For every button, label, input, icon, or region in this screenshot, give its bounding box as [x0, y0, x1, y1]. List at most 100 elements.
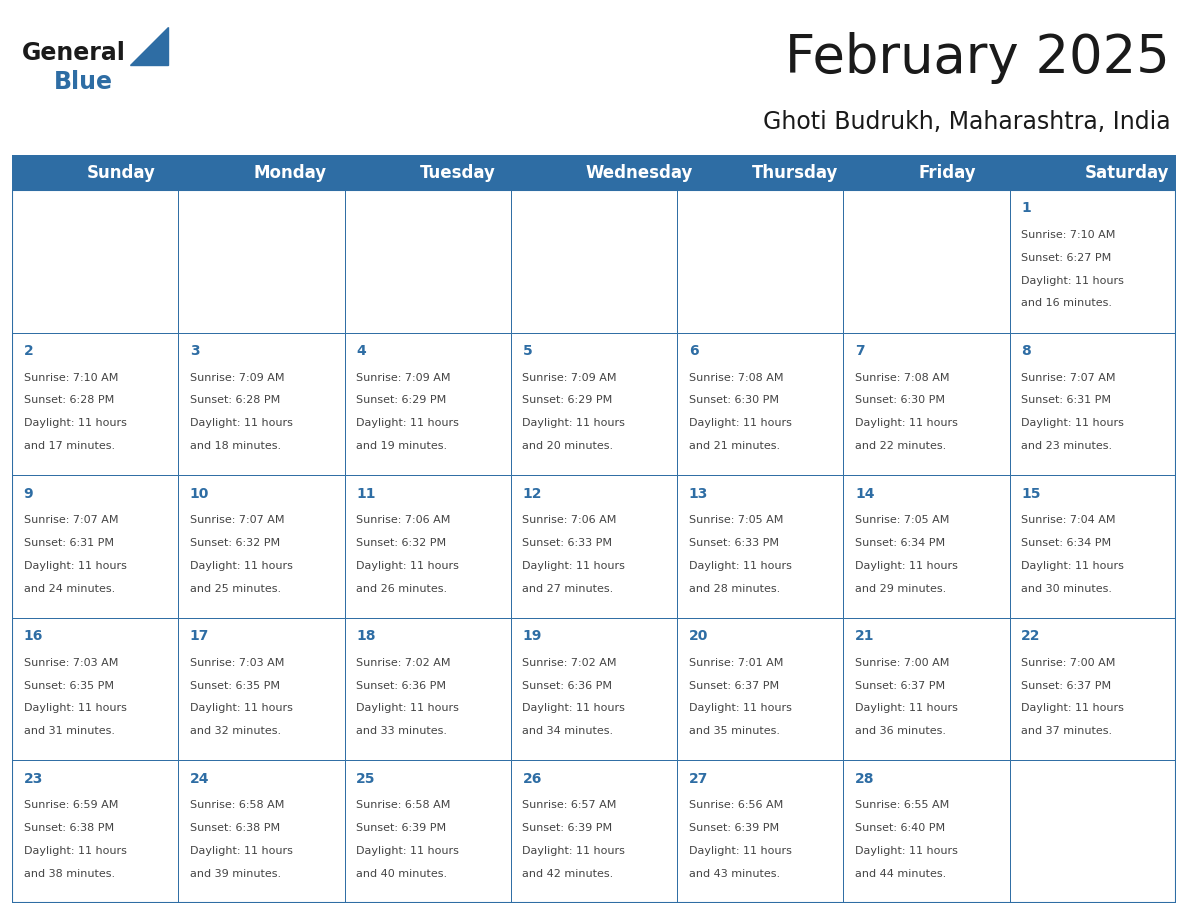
Text: and 35 minutes.: and 35 minutes. — [689, 726, 779, 736]
Text: and 19 minutes.: and 19 minutes. — [356, 441, 448, 451]
Text: Sunset: 6:31 PM: Sunset: 6:31 PM — [1022, 396, 1111, 406]
Text: Sunrise: 7:05 AM: Sunrise: 7:05 AM — [689, 515, 783, 525]
Text: Sunrise: 6:57 AM: Sunrise: 6:57 AM — [523, 800, 617, 811]
Text: Sunset: 6:34 PM: Sunset: 6:34 PM — [855, 538, 946, 548]
Text: Sunset: 6:37 PM: Sunset: 6:37 PM — [689, 680, 779, 690]
Bar — [843, 190, 1010, 332]
Text: Sunrise: 7:00 AM: Sunrise: 7:00 AM — [855, 657, 949, 667]
Text: Blue: Blue — [53, 70, 113, 94]
Text: Wednesday: Wednesday — [586, 163, 693, 182]
Bar — [1010, 618, 1176, 760]
Text: Sunset: 6:36 PM: Sunset: 6:36 PM — [356, 680, 447, 690]
Text: Daylight: 11 hours: Daylight: 11 hours — [24, 561, 126, 571]
Text: Sunrise: 7:07 AM: Sunrise: 7:07 AM — [1022, 373, 1116, 383]
Text: 9: 9 — [24, 487, 33, 500]
Text: Sunset: 6:37 PM: Sunset: 6:37 PM — [855, 680, 946, 690]
Text: 27: 27 — [689, 772, 708, 786]
Text: 4: 4 — [356, 344, 366, 358]
Text: Sunrise: 7:00 AM: Sunrise: 7:00 AM — [1022, 657, 1116, 667]
Text: Sunrise: 7:09 AM: Sunrise: 7:09 AM — [523, 373, 617, 383]
Text: General: General — [21, 40, 125, 64]
Text: Daylight: 11 hours: Daylight: 11 hours — [1022, 703, 1124, 713]
Text: Sunset: 6:38 PM: Sunset: 6:38 PM — [24, 823, 114, 834]
Text: Sunset: 6:39 PM: Sunset: 6:39 PM — [689, 823, 779, 834]
Text: Sunset: 6:31 PM: Sunset: 6:31 PM — [24, 538, 114, 548]
Text: and 34 minutes.: and 34 minutes. — [523, 726, 614, 736]
Text: and 20 minutes.: and 20 minutes. — [523, 441, 614, 451]
Text: and 23 minutes.: and 23 minutes. — [1022, 441, 1112, 451]
Text: 24: 24 — [190, 772, 209, 786]
Text: Sunrise: 6:58 AM: Sunrise: 6:58 AM — [356, 800, 450, 811]
Text: 10: 10 — [190, 487, 209, 500]
Bar — [1010, 476, 1176, 618]
Text: 15: 15 — [1022, 487, 1041, 500]
Text: Sunset: 6:28 PM: Sunset: 6:28 PM — [24, 396, 114, 406]
Text: Ghoti Budrukh, Maharashtra, India: Ghoti Budrukh, Maharashtra, India — [763, 110, 1170, 134]
Text: Sunrise: 7:07 AM: Sunrise: 7:07 AM — [190, 515, 284, 525]
Text: Saturday: Saturday — [1085, 163, 1169, 182]
Text: Daylight: 11 hours: Daylight: 11 hours — [190, 561, 292, 571]
Text: and 33 minutes.: and 33 minutes. — [356, 726, 447, 736]
Text: Sunset: 6:34 PM: Sunset: 6:34 PM — [1022, 538, 1112, 548]
Text: Daylight: 11 hours: Daylight: 11 hours — [689, 703, 791, 713]
Text: Daylight: 11 hours: Daylight: 11 hours — [190, 703, 292, 713]
Text: Sunset: 6:30 PM: Sunset: 6:30 PM — [689, 396, 779, 406]
Text: Daylight: 11 hours: Daylight: 11 hours — [190, 419, 292, 428]
Text: Sunset: 6:39 PM: Sunset: 6:39 PM — [523, 823, 613, 834]
Text: 12: 12 — [523, 487, 542, 500]
Text: Daylight: 11 hours: Daylight: 11 hours — [855, 561, 958, 571]
Text: Sunset: 6:38 PM: Sunset: 6:38 PM — [190, 823, 280, 834]
Text: 18: 18 — [356, 629, 375, 644]
Text: Daylight: 11 hours: Daylight: 11 hours — [356, 846, 459, 856]
Text: Daylight: 11 hours: Daylight: 11 hours — [24, 846, 126, 856]
Text: and 44 minutes.: and 44 minutes. — [855, 868, 947, 879]
Text: and 42 minutes.: and 42 minutes. — [523, 868, 614, 879]
Text: Sunset: 6:27 PM: Sunset: 6:27 PM — [1022, 252, 1112, 263]
Text: Daylight: 11 hours: Daylight: 11 hours — [855, 703, 958, 713]
Text: and 29 minutes.: and 29 minutes. — [855, 584, 947, 594]
Bar — [12, 476, 178, 618]
Text: Thursday: Thursday — [752, 163, 839, 182]
Text: 16: 16 — [24, 629, 43, 644]
Text: Sunset: 6:29 PM: Sunset: 6:29 PM — [523, 396, 613, 406]
Text: 13: 13 — [689, 487, 708, 500]
Text: 6: 6 — [689, 344, 699, 358]
Text: Sunrise: 7:01 AM: Sunrise: 7:01 AM — [689, 657, 783, 667]
Text: Sunrise: 7:06 AM: Sunrise: 7:06 AM — [356, 515, 450, 525]
Text: Monday: Monday — [253, 163, 327, 182]
Text: and 16 minutes.: and 16 minutes. — [1022, 298, 1112, 308]
Polygon shape — [129, 27, 168, 64]
Bar — [1010, 760, 1176, 903]
Text: Sunrise: 7:09 AM: Sunrise: 7:09 AM — [356, 373, 450, 383]
Text: 23: 23 — [24, 772, 43, 786]
Bar — [511, 190, 677, 332]
Text: Sunset: 6:36 PM: Sunset: 6:36 PM — [523, 680, 613, 690]
Bar — [178, 618, 345, 760]
Text: and 24 minutes.: and 24 minutes. — [24, 584, 115, 594]
Text: Sunset: 6:33 PM: Sunset: 6:33 PM — [523, 538, 613, 548]
Bar — [345, 618, 511, 760]
Bar — [345, 332, 511, 476]
Bar — [12, 190, 178, 332]
Bar — [677, 190, 843, 332]
Bar — [345, 476, 511, 618]
Text: 25: 25 — [356, 772, 375, 786]
Text: Tuesday: Tuesday — [419, 163, 495, 182]
Text: Daylight: 11 hours: Daylight: 11 hours — [356, 419, 459, 428]
Text: Sunset: 6:39 PM: Sunset: 6:39 PM — [356, 823, 447, 834]
Bar — [677, 618, 843, 760]
Text: Sunset: 6:28 PM: Sunset: 6:28 PM — [190, 396, 280, 406]
Text: 7: 7 — [855, 344, 865, 358]
Bar — [511, 618, 677, 760]
Text: 3: 3 — [190, 344, 200, 358]
Text: and 22 minutes.: and 22 minutes. — [855, 441, 947, 451]
Bar — [12, 760, 178, 903]
Text: Sunset: 6:29 PM: Sunset: 6:29 PM — [356, 396, 447, 406]
Text: Daylight: 11 hours: Daylight: 11 hours — [1022, 419, 1124, 428]
Text: Daylight: 11 hours: Daylight: 11 hours — [1022, 275, 1124, 285]
Text: 21: 21 — [855, 629, 874, 644]
Text: Sunrise: 6:59 AM: Sunrise: 6:59 AM — [24, 800, 118, 811]
Text: Sunrise: 7:06 AM: Sunrise: 7:06 AM — [523, 515, 617, 525]
Bar — [178, 332, 345, 476]
Text: Sunrise: 7:05 AM: Sunrise: 7:05 AM — [855, 515, 949, 525]
